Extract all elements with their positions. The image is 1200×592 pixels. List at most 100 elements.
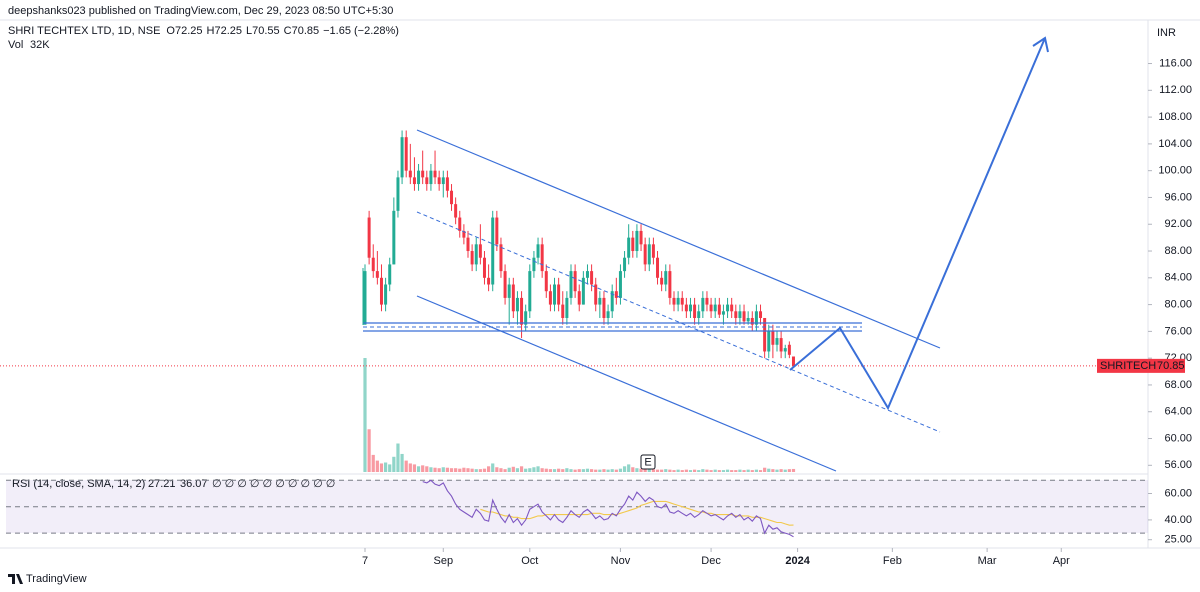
volume-bar (507, 467, 511, 472)
candle-body (417, 170, 421, 185)
volume-bar (767, 468, 771, 472)
x-tick-label: 2024 (785, 555, 810, 567)
rsi-empty-icons: ∅ ∅ ∅ ∅ ∅ ∅ ∅ ∅ ∅ ∅ (212, 478, 335, 490)
volume-bar (783, 469, 787, 472)
x-tick-label: Mar (978, 555, 997, 567)
volume-bar (701, 469, 705, 472)
candle-body (618, 271, 622, 298)
candle-body (635, 230, 639, 252)
candle-body (763, 317, 767, 352)
volume-bar (684, 469, 688, 472)
last-price-box2 (1155, 358, 1185, 373)
ohlc-value: 72.25 (214, 25, 242, 37)
volume-layer (363, 358, 796, 472)
volume-bar (466, 468, 470, 472)
volume-bar (606, 469, 610, 472)
candle-body (775, 338, 779, 345)
candle-body (433, 170, 437, 178)
volume-bar (536, 466, 540, 472)
candle-body (754, 311, 758, 325)
candle-body (392, 210, 396, 265)
ohlc-label: C (284, 25, 292, 37)
volume-bar (458, 468, 462, 472)
volume-bar (557, 468, 561, 472)
candle-body (573, 271, 577, 292)
candle-body (470, 251, 474, 265)
volume-bar (371, 454, 375, 472)
volume-bar (515, 468, 520, 472)
candle-body (544, 271, 548, 292)
y-tick-label: 80.00 (1164, 298, 1192, 310)
candle-body (701, 297, 705, 312)
candle-body (532, 257, 536, 272)
ohlc-label: O (166, 25, 175, 37)
volume-bar (540, 468, 544, 472)
y-tick-label: 56.00 (1164, 459, 1192, 471)
volume-bar (470, 468, 474, 472)
volume-bar (775, 469, 779, 472)
candle-body (421, 170, 425, 178)
last-price: 70.85 (1157, 360, 1185, 372)
earnings-label[interactable]: E (644, 456, 651, 468)
volume-bar (524, 468, 528, 472)
volume-bar (396, 443, 400, 472)
candle-body (474, 244, 478, 265)
rsi-value: 27.21 (148, 478, 176, 490)
volume-bar (746, 469, 750, 472)
candle-body (384, 284, 388, 305)
candle-body (536, 244, 540, 258)
volume-bar (503, 469, 507, 472)
candle-body (721, 311, 725, 315)
candle-body (429, 170, 433, 185)
rsi-line (422, 479, 794, 538)
brand-logo (8, 574, 23, 584)
candle-body (734, 311, 738, 318)
candle-body (651, 244, 655, 258)
rsi-layer: 60.00 40.00 25.00 (6, 479, 1192, 546)
legend: SHRI TECHTEX LTD, 1D, NSE O 72.25 H 72.25 L 70… (8, 25, 399, 51)
rsi-title: RSI (14, close, SMA, 14, 2) (12, 478, 145, 490)
symbol: SHRI TECHTEX LTD, 1D, NSE (8, 25, 160, 37)
volume-bar (363, 358, 367, 472)
candle-body (548, 291, 552, 305)
candle-body (581, 277, 585, 305)
candle-body (540, 244, 544, 272)
candle-body (528, 271, 532, 312)
volume-bar (511, 466, 515, 472)
candle-body (371, 257, 375, 272)
candle-body (738, 311, 742, 318)
volume-bar (713, 469, 717, 472)
volume-bar (590, 469, 594, 472)
candle-body (717, 304, 721, 315)
candle-body (412, 177, 416, 185)
candle-body (746, 317, 750, 322)
earnings-box[interactable] (640, 454, 656, 470)
volume-bar (651, 469, 655, 472)
candle-body (462, 230, 466, 238)
x-tick-label: Oct (521, 555, 538, 567)
candle-body (396, 177, 400, 211)
candle-body (466, 237, 470, 252)
candle-body (791, 356, 795, 366)
volume-bar (602, 469, 606, 472)
volume-bar (598, 469, 602, 472)
volume-bar (635, 468, 639, 472)
candle-body (454, 204, 458, 218)
candle-body (627, 237, 631, 258)
volume-bar (697, 470, 701, 472)
volume-bar (421, 465, 425, 472)
candle-body (585, 271, 589, 278)
y-tick-label: 96.00 (1164, 191, 1192, 203)
candle-body (487, 277, 491, 285)
y-tick-label: 84.00 (1164, 272, 1192, 284)
volume-bar (445, 467, 449, 472)
volume-bar (709, 470, 713, 472)
y-tick-label: 108.00 (1158, 111, 1192, 123)
volume-bar (392, 456, 396, 472)
projection-arrowhead (1032, 36, 1049, 53)
volume-bar (791, 468, 796, 472)
y-tick-label: 76.00 (1164, 325, 1192, 337)
candle-body (458, 217, 462, 231)
